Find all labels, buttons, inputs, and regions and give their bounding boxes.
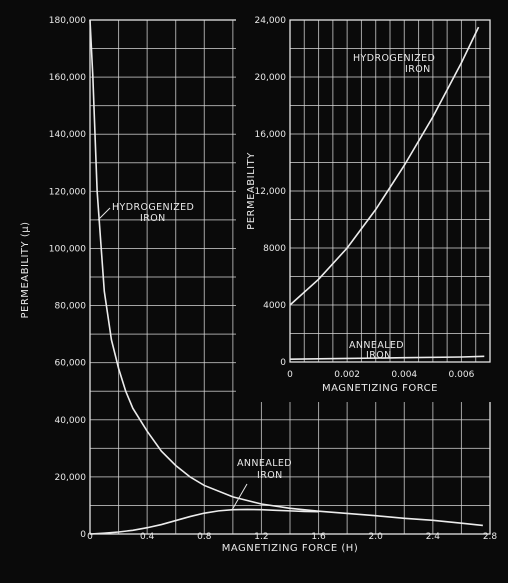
inset-y-tick-label: 0 <box>280 358 286 368</box>
inset-series-group <box>289 26 485 360</box>
annotation-hydrogenized-iron-line1: HYDROGENIZED <box>112 202 194 213</box>
inset-x-tick-labels: 0 0.002 0.004 0.006 <box>287 370 474 380</box>
inset-x-tick-label: 0 <box>287 370 293 380</box>
inset-y-tick-label: 12,000 <box>255 187 287 197</box>
main-x-tick-label: 0 <box>87 532 93 542</box>
inset-y-axis-label: PERMEABILITY <box>246 152 257 230</box>
inset-y-tick-label: 20,000 <box>255 73 287 83</box>
annotation-annealed-iron-leader <box>231 483 248 511</box>
inset-annotation-hydrogenized-iron-line2: IRON <box>405 64 431 75</box>
main-y-tick-label: 40,000 <box>55 416 87 426</box>
main-series-group <box>89 19 483 535</box>
main-y-tick-label: 20,000 <box>55 473 87 483</box>
annotation-annealed-iron-line1: ANNEALED <box>237 458 292 469</box>
main-x-tick-label: 0.4 <box>140 532 155 542</box>
main-y-tick-label: 140,000 <box>49 130 86 140</box>
inset-annotation-annealed-iron-line2: IRON <box>366 350 392 361</box>
main-y-tick-labels: 0 20,000 40,000 60,000 80,000 100,000 120,000 1… <box>49 16 86 540</box>
inset-x-tick-label: 0.002 <box>334 370 360 380</box>
main-x-tick-label: 1.6 <box>311 532 326 542</box>
inset-series-line-annealed-iron <box>289 355 485 360</box>
main-x-tick-labels: 0 0.4 0.8 1.2 1.6 2.0 2.4 2.8 <box>87 532 497 542</box>
main-y-tick-label: 60,000 <box>55 359 87 369</box>
main-series-line-hydrogenized-iron <box>89 19 483 527</box>
main-x-tick-label: 2.8 <box>483 532 498 542</box>
main-y-axis-label: PERMEABILITY (μ) <box>20 222 31 319</box>
main-x-tick-label: 2.0 <box>369 532 384 542</box>
annotation-annealed-iron-line2: IRON <box>257 470 283 481</box>
inset-y-tick-labels: 0 4000 8000 12,000 16,000 20,000 24,000 <box>255 16 287 368</box>
inset-annotation-hydrogenized-iron: HYDROGENIZED IRON <box>353 53 435 75</box>
inset-annotation-hydrogenized-iron-line1: HYDROGENIZED <box>353 53 435 64</box>
annotation-hydrogenized-iron-leader <box>97 207 111 221</box>
main-x-tick-label: 1.2 <box>254 532 268 542</box>
inset-grid <box>290 20 490 362</box>
main-y-tick-label: 100,000 <box>49 244 86 254</box>
main-y-tick-label: 160,000 <box>49 73 86 83</box>
inset-plot: 0 0.002 0.004 0.006 0 4000 8000 12,000 16,000 20… <box>236 12 500 402</box>
main-x-tick-label: 0.8 <box>197 532 212 542</box>
main-y-tick-label: 180,000 <box>49 16 86 26</box>
main-series-line-annealed-iron <box>89 508 319 535</box>
inset-series-line-hydrogenized-iron <box>289 26 480 306</box>
main-x-axis-label: MAGNETIZING FORCE (H) <box>222 543 358 554</box>
inset-y-tick-label: 4000 <box>263 301 286 311</box>
inset-y-tick-label: 16,000 <box>255 130 287 140</box>
inset-annotation-annealed-iron: ANNEALED IRON <box>349 340 404 361</box>
main-y-tick-label: 120,000 <box>49 187 86 197</box>
main-x-tick-label: 2.4 <box>426 532 441 542</box>
annotation-hydrogenized-iron-line2: IRON <box>140 213 166 224</box>
inset-y-tick-label: 8000 <box>263 244 286 254</box>
inset-annotation-annealed-iron-line1: ANNEALED <box>349 340 404 351</box>
annotation-annealed-iron: ANNEALED IRON <box>231 458 292 511</box>
inset-x-tick-label: 0.006 <box>449 370 475 380</box>
annotation-hydrogenized-iron: HYDROGENIZED IRON <box>97 202 194 224</box>
inset-y-tick-label: 24,000 <box>255 16 287 26</box>
main-y-tick-label: 0 <box>80 530 86 540</box>
inset-x-axis-label: MAGNETIZING FORCE <box>322 383 438 394</box>
main-y-tick-label: 80,000 <box>55 302 87 312</box>
inset-x-tick-label: 0.004 <box>391 370 417 380</box>
inset-plot-frame <box>289 19 491 363</box>
